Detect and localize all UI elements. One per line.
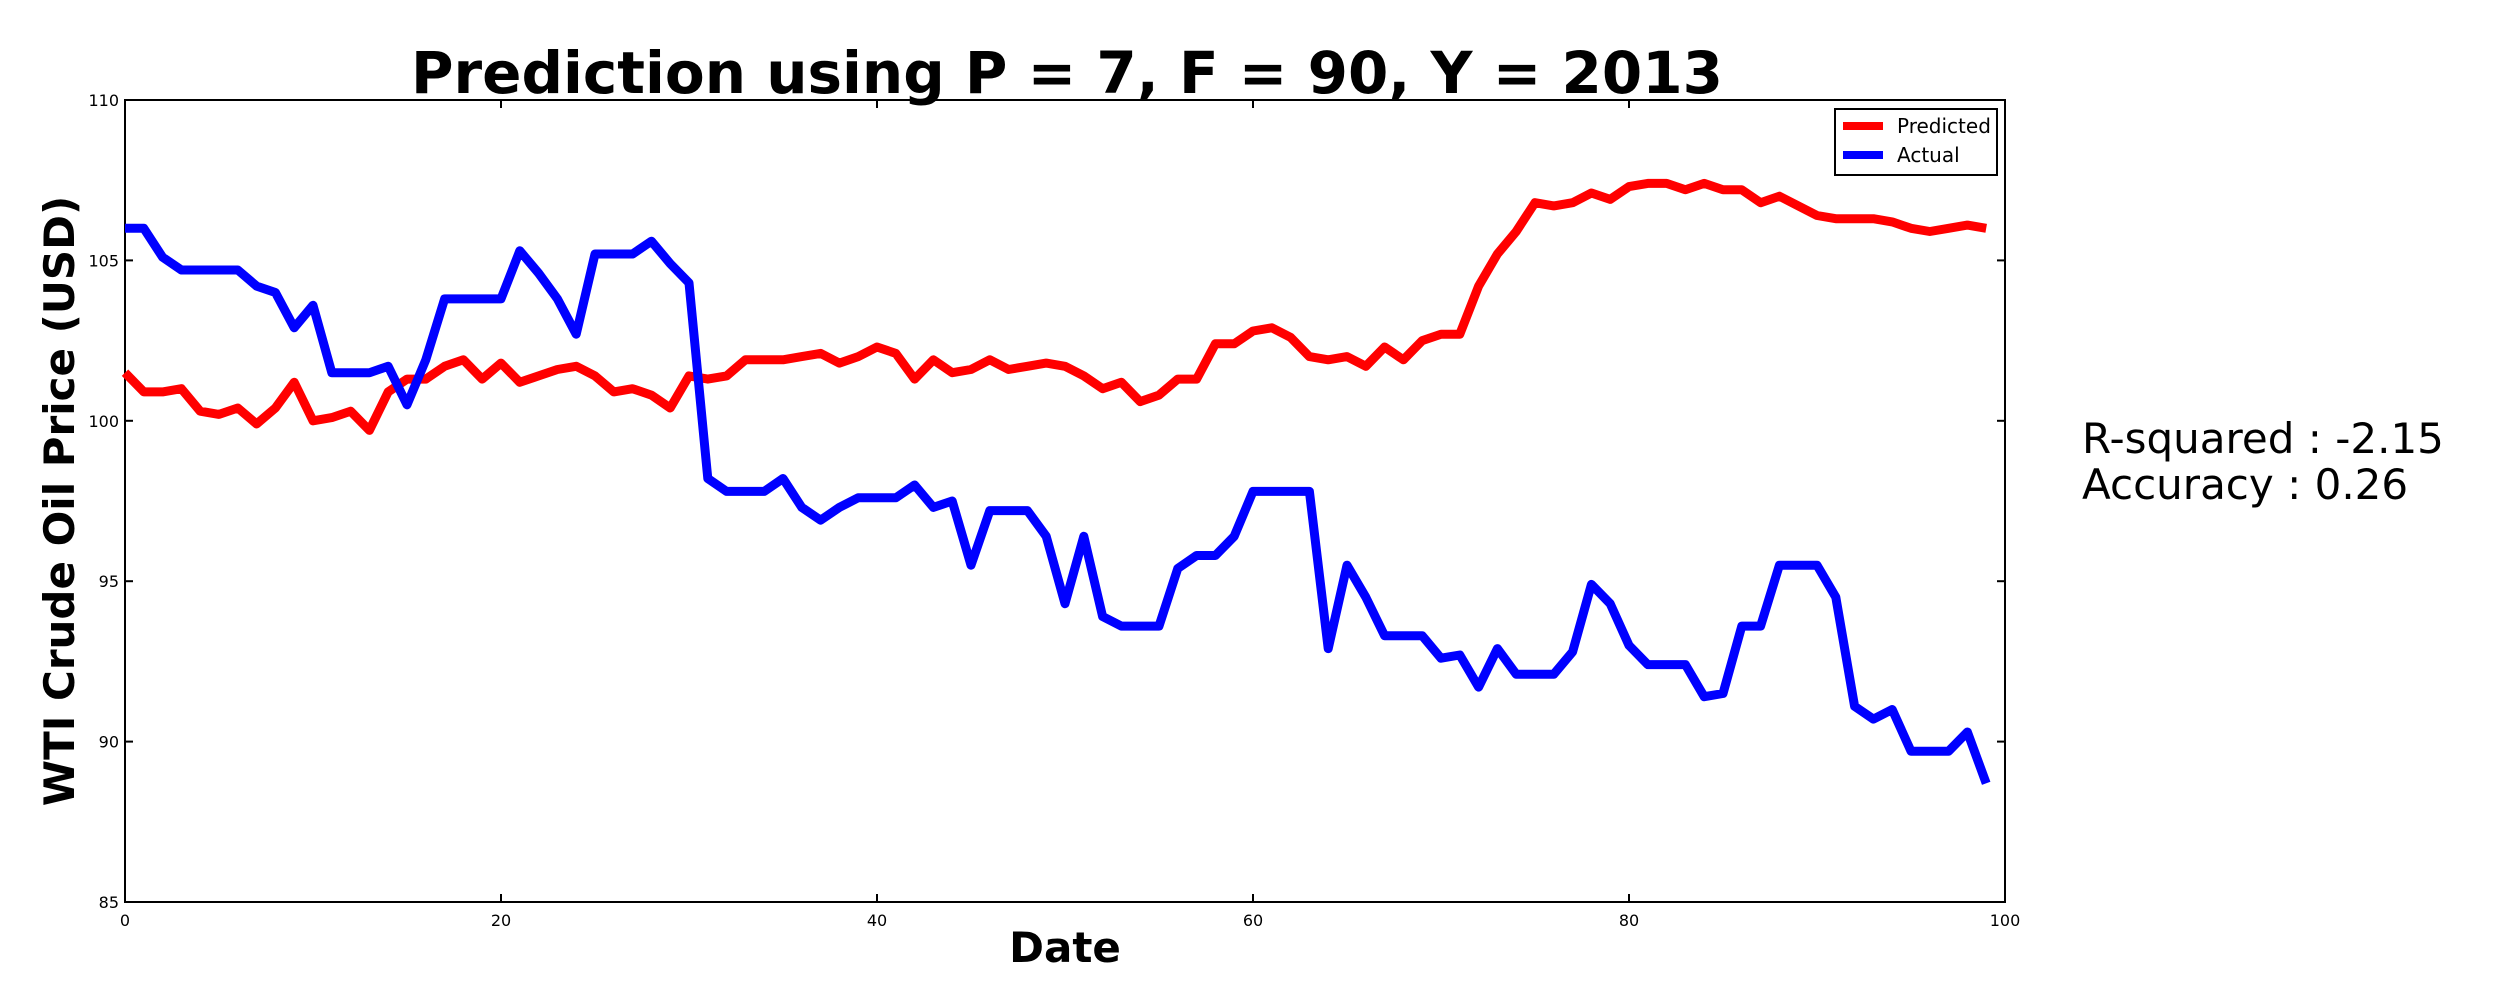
y-tick-label: 90 (99, 733, 119, 752)
y-tick-label: 85 (99, 893, 119, 912)
legend-box (1834, 108, 1998, 176)
y-axis-ticks: 85 90 95 100 105 110 (88, 91, 2005, 912)
accuracy-stat: Accuracy : 0.26 (2082, 460, 2409, 509)
x-tick-label: 80 (1619, 911, 1639, 930)
chart-title: Prediction using P = 7, F = 90, Y = 2013 (411, 39, 1723, 107)
plot-area (124, 99, 2006, 903)
y-tick-label: 110 (88, 91, 119, 110)
stats-panel: R-squared : -2.15 Accuracy : 0.26 (2082, 416, 2444, 508)
x-tick-label: 0 (120, 911, 130, 930)
y-tick-label: 105 (88, 251, 119, 270)
y-tick-label: 100 (88, 412, 119, 431)
series-lines (121, 178, 1991, 785)
x-tick-label: 60 (1243, 911, 1263, 930)
y-tick-label: 95 (99, 572, 119, 591)
r-squared-stat: R-squared : -2.15 (2082, 414, 2444, 463)
x-tick-label: 100 (1990, 911, 2021, 930)
series-line-predicted (121, 178, 1987, 435)
x-axis-ticks: 0 20 40 60 80 100 (120, 100, 2020, 930)
x-axis-label: Date (1009, 923, 1121, 972)
y-axis-label: WTI Crude Oil Price (USD) (35, 196, 84, 806)
legend-label-predicted: Predicted (1897, 114, 1991, 138)
chart-legend: Predicted Actual (1834, 108, 1998, 176)
legend-label-actual: Actual (1897, 143, 1960, 167)
x-tick-label: 20 (491, 911, 511, 930)
series-line-actual (125, 223, 1991, 785)
x-tick-label: 40 (867, 911, 887, 930)
